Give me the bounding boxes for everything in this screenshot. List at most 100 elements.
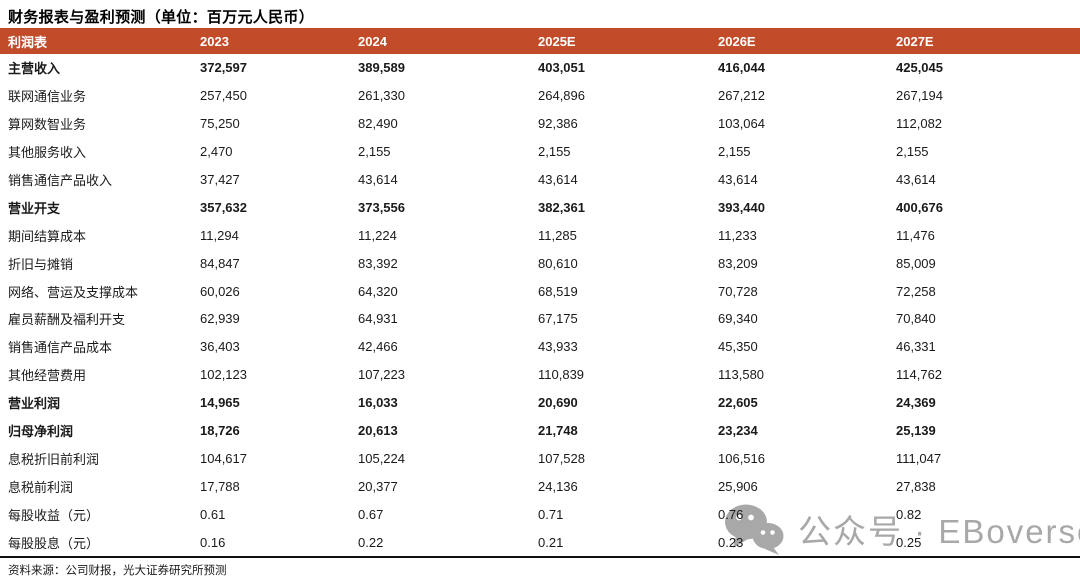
value-cell-2027e: 111,047 [896, 450, 942, 466]
row-label-cell: 其他服务收入 [8, 145, 87, 161]
value-cell-2027e: 46,331 [896, 339, 936, 355]
value-cell-2026e: 103,064 [718, 116, 765, 132]
table-row: 息税折旧前利润 104,617 105,224 107,528 106,516 … [0, 444, 1080, 472]
table-row: 息税前利润 17,788 20,377 24,136 25,906 27,838 [0, 472, 1080, 500]
header-cell-2024: 2024 [358, 33, 387, 49]
table-row: 联网通信业务 257,450 261,330 264,896 267,212 2… [0, 82, 1080, 110]
value-cell-2024: 64,320 [358, 283, 398, 299]
value-cell-2023: 14,965 [200, 395, 240, 411]
header-cell-2023: 2023 [200, 33, 229, 49]
row-label-cell: 每股收益（元） [8, 507, 100, 523]
value-cell-2023: 2,470 [200, 144, 233, 160]
value-cell-2027e: 0.25 [896, 534, 922, 550]
value-cell-2025e: 43,614 [538, 172, 578, 187]
value-cell-2023: 11,294 [200, 227, 239, 243]
value-cell-2027e: 267,194 [896, 88, 943, 104]
table-row: 其他服务收入 2,470 2,155 2,155 2,155 2,155 [0, 138, 1080, 166]
value-cell-2024: 64,931 [358, 311, 398, 327]
table-row: 每股股息（元） 0.16 0.22 0.21 0.23 0.25 [0, 528, 1080, 556]
value-cell-2027e: 72,258 [896, 283, 936, 299]
value-cell-2024: 0.67 [358, 506, 384, 522]
value-cell-2025e: 67,175 [538, 311, 578, 327]
value-cell-2025e: 43,933 [538, 339, 578, 355]
value-cell-2025e: 21,748 [538, 423, 578, 439]
value-cell-2023: 62,939 [200, 311, 240, 327]
value-cell-2023: 60,026 [200, 283, 240, 299]
value-cell-2027e: 25,139 [896, 423, 936, 439]
value-cell-2023: 37,427 [200, 172, 240, 187]
value-cell-2025e: 0.21 [538, 534, 564, 550]
value-cell-2025e: 110,839 [538, 367, 585, 383]
value-cell-2025e: 0.71 [538, 506, 564, 522]
value-cell-2025e: 382,361 [538, 199, 585, 215]
value-cell-2025e: 403,051 [538, 60, 585, 76]
value-cell-2023: 17,788 [200, 478, 240, 494]
value-cell-2024: 42,466 [358, 339, 398, 355]
value-cell-2023: 357,632 [200, 199, 247, 215]
value-cell-2024: 107,223 [358, 367, 405, 383]
table-row: 销售通信产品成本 36,403 42,466 43,933 45,350 46,… [0, 333, 1080, 361]
value-cell-2026e: 393,440 [718, 199, 765, 215]
table-row: 主营收入 372,597 389,589 403,051 416,044 425… [0, 54, 1080, 82]
value-cell-2023: 102,123 [200, 367, 247, 383]
row-label-cell: 归母净利润 [8, 424, 74, 440]
value-cell-2027e: 43,614 [896, 172, 936, 187]
value-cell-2023: 84,847 [200, 255, 240, 271]
row-label-cell: 网络、营运及支撑成本 [8, 284, 139, 300]
table-row: 销售通信产品收入 37,427 43,614 43,614 43,614 43,… [0, 166, 1080, 194]
row-label-cell: 息税折旧前利润 [8, 451, 100, 467]
value-cell-2026e: 69,340 [718, 311, 758, 327]
value-cell-2025e: 80,610 [538, 255, 578, 271]
table-row: 营业利润 14,965 16,033 20,690 22,605 24,369 [0, 389, 1080, 417]
value-cell-2023: 75,250 [200, 116, 240, 132]
row-label-cell: 其他经营费用 [8, 368, 87, 384]
value-cell-2026e: 416,044 [718, 60, 765, 76]
row-label-cell: 折旧与摊销 [8, 256, 74, 272]
wechat-icon [725, 504, 784, 555]
row-label-cell: 期间结算成本 [8, 228, 87, 244]
row-label-cell: 雇员薪酬及福利开支 [8, 312, 126, 328]
header-cell-statement: 利润表 [8, 34, 48, 50]
row-label-cell: 每股股息（元） [8, 535, 100, 551]
table-bottom-border [0, 556, 1080, 559]
table-row: 网络、营运及支撑成本 60,026 64,320 68,519 70,728 7… [0, 277, 1080, 305]
header-cell-2026e: 2026E [718, 33, 756, 49]
value-cell-2024: 261,330 [358, 88, 405, 104]
value-cell-2025e: 107,528 [538, 450, 585, 466]
value-cell-2026e: 267,212 [718, 88, 765, 104]
value-cell-2024: 0.22 [358, 534, 384, 550]
value-cell-2026e: 106,516 [718, 450, 765, 466]
value-cell-2023: 36,403 [200, 339, 240, 355]
value-cell-2027e: 11,476 [896, 227, 935, 243]
value-cell-2026e: 23,234 [718, 423, 758, 439]
value-cell-2025e: 264,896 [538, 88, 585, 104]
table-row: 算网数智业务 75,250 82,490 92,386 103,064 112,… [0, 110, 1080, 138]
table-row: 折旧与摊销 84,847 83,392 80,610 83,209 85,009 [0, 249, 1080, 277]
value-cell-2024: 20,377 [358, 478, 398, 494]
value-cell-2027e: 24,369 [896, 395, 936, 411]
value-cell-2026e: 25,906 [718, 478, 758, 494]
table-body: 主营收入 372,597 389,589 403,051 416,044 425… [0, 54, 1080, 556]
value-cell-2023: 257,450 [200, 88, 247, 104]
value-cell-2025e: 68,519 [538, 283, 578, 299]
value-cell-2026e: 45,350 [718, 339, 758, 355]
value-cell-2026e: 0.76 [718, 506, 744, 522]
table-row: 其他经营费用 102,123 107,223 110,839 113,580 1… [0, 361, 1080, 389]
value-cell-2023: 0.16 [200, 534, 226, 550]
table-row: 雇员薪酬及福利开支 62,939 64,931 67,175 69,340 70… [0, 305, 1080, 333]
table-header-row: 利润表 2023 2024 2025E 2026E 2027E [0, 28, 1080, 54]
table-row: 归母净利润 18,726 20,613 21,748 23,234 25,139 [0, 417, 1080, 445]
table-row: 每股收益（元） 0.61 0.67 0.71 0.76 0.82 [0, 500, 1080, 528]
value-cell-2026e: 83,209 [718, 255, 758, 271]
value-cell-2024: 2,155 [358, 144, 391, 160]
value-cell-2026e: 2,155 [718, 144, 751, 160]
table-row: 营业开支 357,632 373,556 382,361 393,440 400… [0, 193, 1080, 221]
value-cell-2027e: 0.82 [896, 506, 922, 522]
value-cell-2027e: 425,045 [896, 60, 943, 76]
value-cell-2025e: 2,155 [538, 144, 571, 160]
value-cell-2026e: 70,728 [718, 283, 758, 299]
row-label-cell: 销售通信产品收入 [8, 173, 113, 188]
source-note: 资料来源：公司财报，光大证券研究所预测 [8, 565, 227, 578]
header-cell-2027e: 2027E [896, 33, 934, 49]
